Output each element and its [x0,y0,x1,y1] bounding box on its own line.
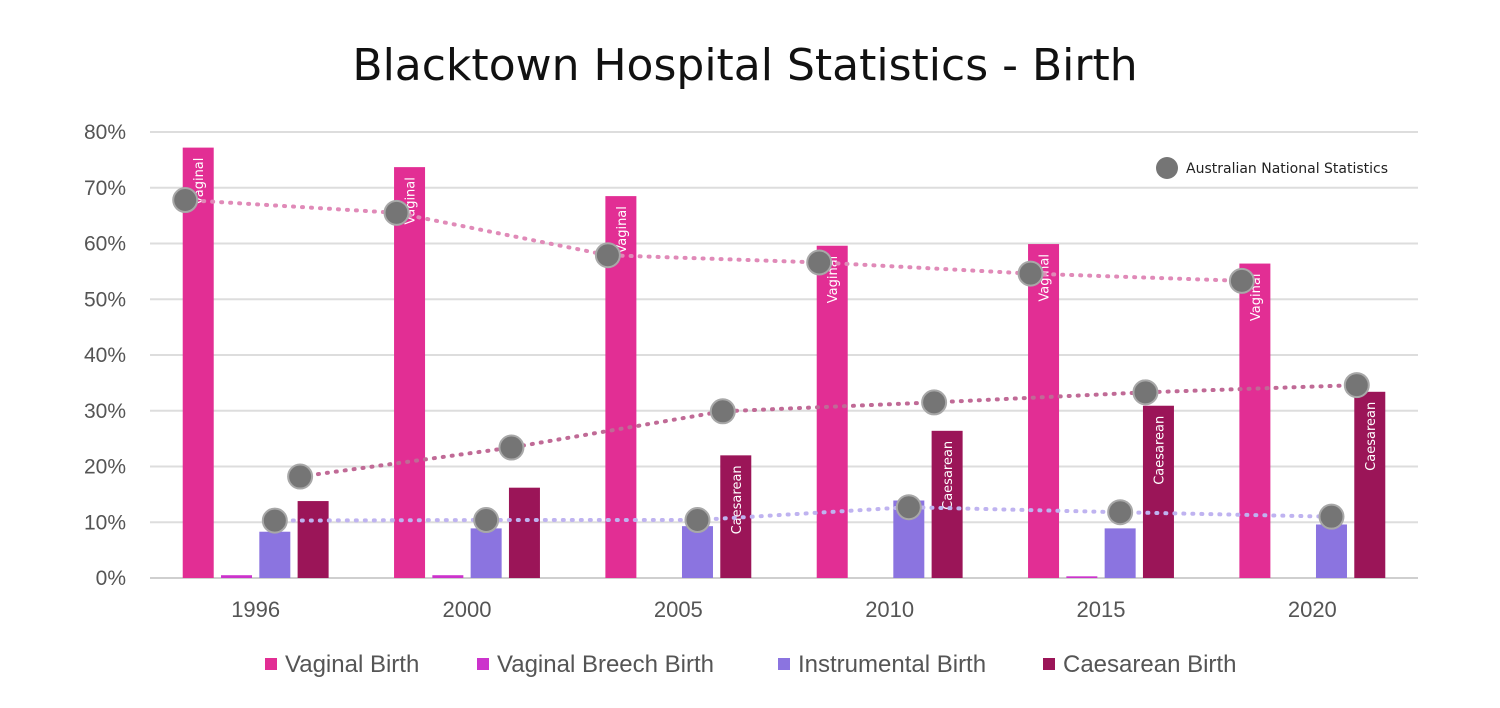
legend-label: Instrumental Birth [798,651,986,678]
bar-instrumental-birth-1996 [259,531,291,578]
bar-caesarean-birth-1996 [297,501,329,578]
bar-label-caesarean: Caesarean [730,465,745,534]
national-statistics-legend: Australian National Statistics [1156,157,1388,179]
bar-caesarean-birth-2020 [1354,391,1386,578]
legend: Vaginal Birth Vaginal Breech Birth Instrum… [265,651,1236,678]
y-tick-label: 40% [84,344,126,367]
national-marker-caesarean-1996 [287,463,314,490]
national-marker-caesarean-2000 [498,434,525,461]
national-marker-caesarean-2010 [921,389,948,416]
legend-swatch-caesarean-birth [1043,658,1055,670]
bar-instrumental-birth-2005 [681,526,713,578]
y-tick-label: 0% [96,567,126,590]
bar-vaginal-birth-2015 [1028,244,1060,578]
x-axis-ticks: 1996 2000 2005 2010 2015 2020 [231,597,1337,622]
bar-vaginal-birth-2010 [816,245,848,579]
national-marker-instrumental-2020 [1318,503,1345,530]
national-line-instrumental [272,505,1334,523]
national-marker-vaginal-2015 [1017,260,1044,287]
national-marker-instrumental-2005 [684,507,711,534]
national-marker-instrumental-2015 [1107,499,1134,526]
national-line-caesarean [298,383,1359,479]
national-marker-instrumental-2000 [473,507,500,534]
national-marker-caesarean-2020 [1343,372,1370,399]
bar-vaginal-breech-birth-2000 [432,575,464,578]
bar-vaginal-birth-1996 [182,147,214,579]
bar-label-caesarean: Caesarean [1152,416,1167,485]
legend-label: Caesarean Birth [1063,651,1236,678]
legend-swatch-instrumental-birth [778,658,790,670]
x-tick-label: 2015 [1077,597,1126,622]
y-tick-label: 10% [84,511,126,534]
bar-vaginal-birth-2000 [394,167,426,578]
y-tick-label: 70% [84,177,126,200]
national-marker-vaginal-1996 [172,187,199,214]
bar-caesarean-birth-2010 [931,430,963,578]
bar-vaginal-breech-birth-1996 [221,575,253,578]
x-tick-label: 2005 [654,597,703,622]
bar-caesarean-birth-2015 [1142,405,1174,578]
y-tick-label: 60% [84,233,126,256]
y-tick-label: 20% [84,456,126,479]
x-tick-label: 2000 [443,597,492,622]
bars [182,147,1386,579]
legend-label: Vaginal Birth [285,651,419,678]
gridlines [150,131,1418,579]
y-tick-label: 80% [84,121,126,144]
bar-instrumental-birth-2020 [1315,524,1347,578]
x-tick-label: 1996 [231,597,280,622]
bar-vaginal-birth-2020 [1239,263,1271,578]
national-marker-instrumental-2010 [895,494,922,521]
bar-label-caesarean: Caesarean [941,441,956,510]
national-line-vaginal [183,198,1244,283]
legend-swatch-vaginal-breech-birth [477,658,489,670]
bar-label-vaginal: Vaginal [1038,254,1053,302]
national-marker-vaginal-2000 [383,199,410,226]
national-marker-vaginal-2020 [1228,267,1255,294]
bar-vaginal-breech-birth-2015 [1066,576,1098,578]
national-legend-marker [1156,157,1178,179]
bar-instrumental-birth-2000 [470,528,502,578]
bar-caesarean-birth-2000 [508,487,540,578]
national-trend-lines [183,198,1359,523]
bar-instrumental-birth-2015 [1104,528,1136,578]
national-markers [172,187,1370,534]
legend-swatch-vaginal-birth [265,658,277,670]
legend-label: Vaginal Breech Birth [497,651,714,678]
national-legend-label: Australian National Statistics [1186,161,1388,177]
national-marker-vaginal-2005 [594,242,621,269]
chart-title: Blacktown Hospital Statistics - Birth [352,40,1137,91]
y-tick-label: 50% [84,288,126,311]
national-marker-instrumental-1996 [261,507,288,534]
national-marker-vaginal-2010 [806,249,833,276]
bar-label-vaginal: Vaginal [615,206,630,254]
y-tick-label: 30% [84,400,126,423]
y-axis-ticks: 0% 10% 20% 30% 40% 50% 60% 70% 80% [84,121,126,590]
national-marker-caesarean-2015 [1132,379,1159,406]
x-tick-label: 2010 [865,597,914,622]
bar-label-caesarean: Caesarean [1364,402,1379,471]
x-tick-label: 2020 [1288,597,1337,622]
national-marker-caesarean-2005 [709,398,736,425]
